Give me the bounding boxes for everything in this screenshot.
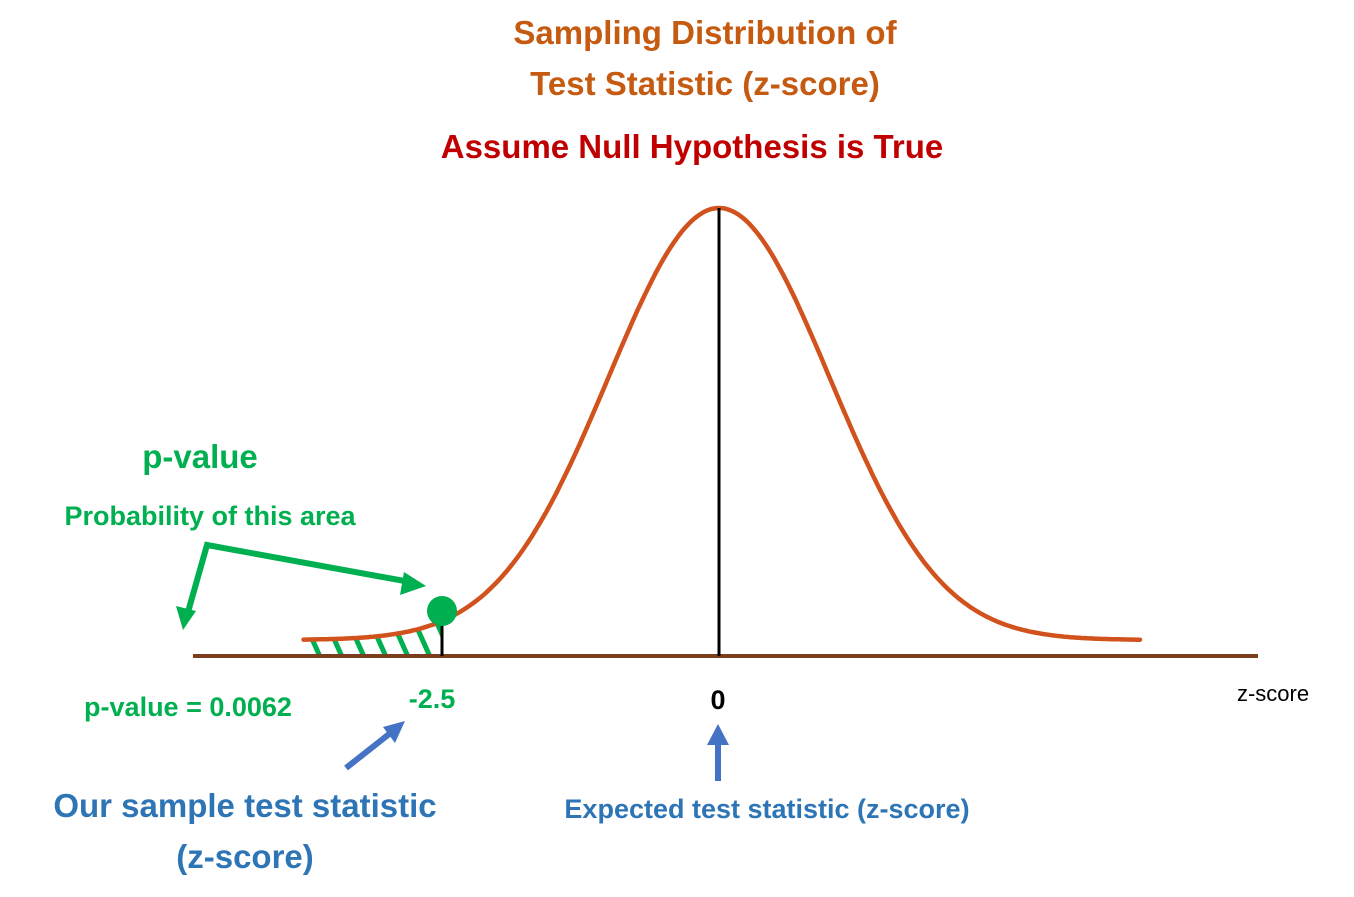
p-value-result: p-value = 0.0062 [84, 692, 292, 722]
title-line-2: Test Statistic (z-score) [530, 65, 880, 102]
test-statistic-point [427, 596, 457, 626]
sample-caption-line-1: Our sample test statistic [53, 787, 436, 824]
expected-statistic-arrow [707, 724, 729, 781]
p-value-heading: p-value [142, 438, 258, 475]
hatch-stroke [303, 621, 324, 656]
x-axis-label: z-score [1237, 681, 1309, 706]
expected-statistic-label: 0 [710, 685, 725, 715]
normal-curve [301, 205, 1143, 642]
area-caption: Probability of this area [64, 501, 356, 531]
sample-caption-line-2: (z-score) [176, 838, 314, 875]
subtitle: Assume Null Hypothesis is True [441, 128, 943, 165]
sample-statistic-arrow [344, 721, 405, 771]
arrowhead-to-area [176, 606, 196, 630]
title-line-1: Sampling Distribution of [513, 14, 897, 51]
test-statistic-label: -2.5 [409, 684, 456, 714]
expected-caption: Expected test statistic (z-score) [564, 794, 969, 824]
area-pointer-arrow [176, 541, 426, 630]
arrowhead-to-point [400, 572, 426, 595]
hatch-stroke [266, 584, 300, 660]
